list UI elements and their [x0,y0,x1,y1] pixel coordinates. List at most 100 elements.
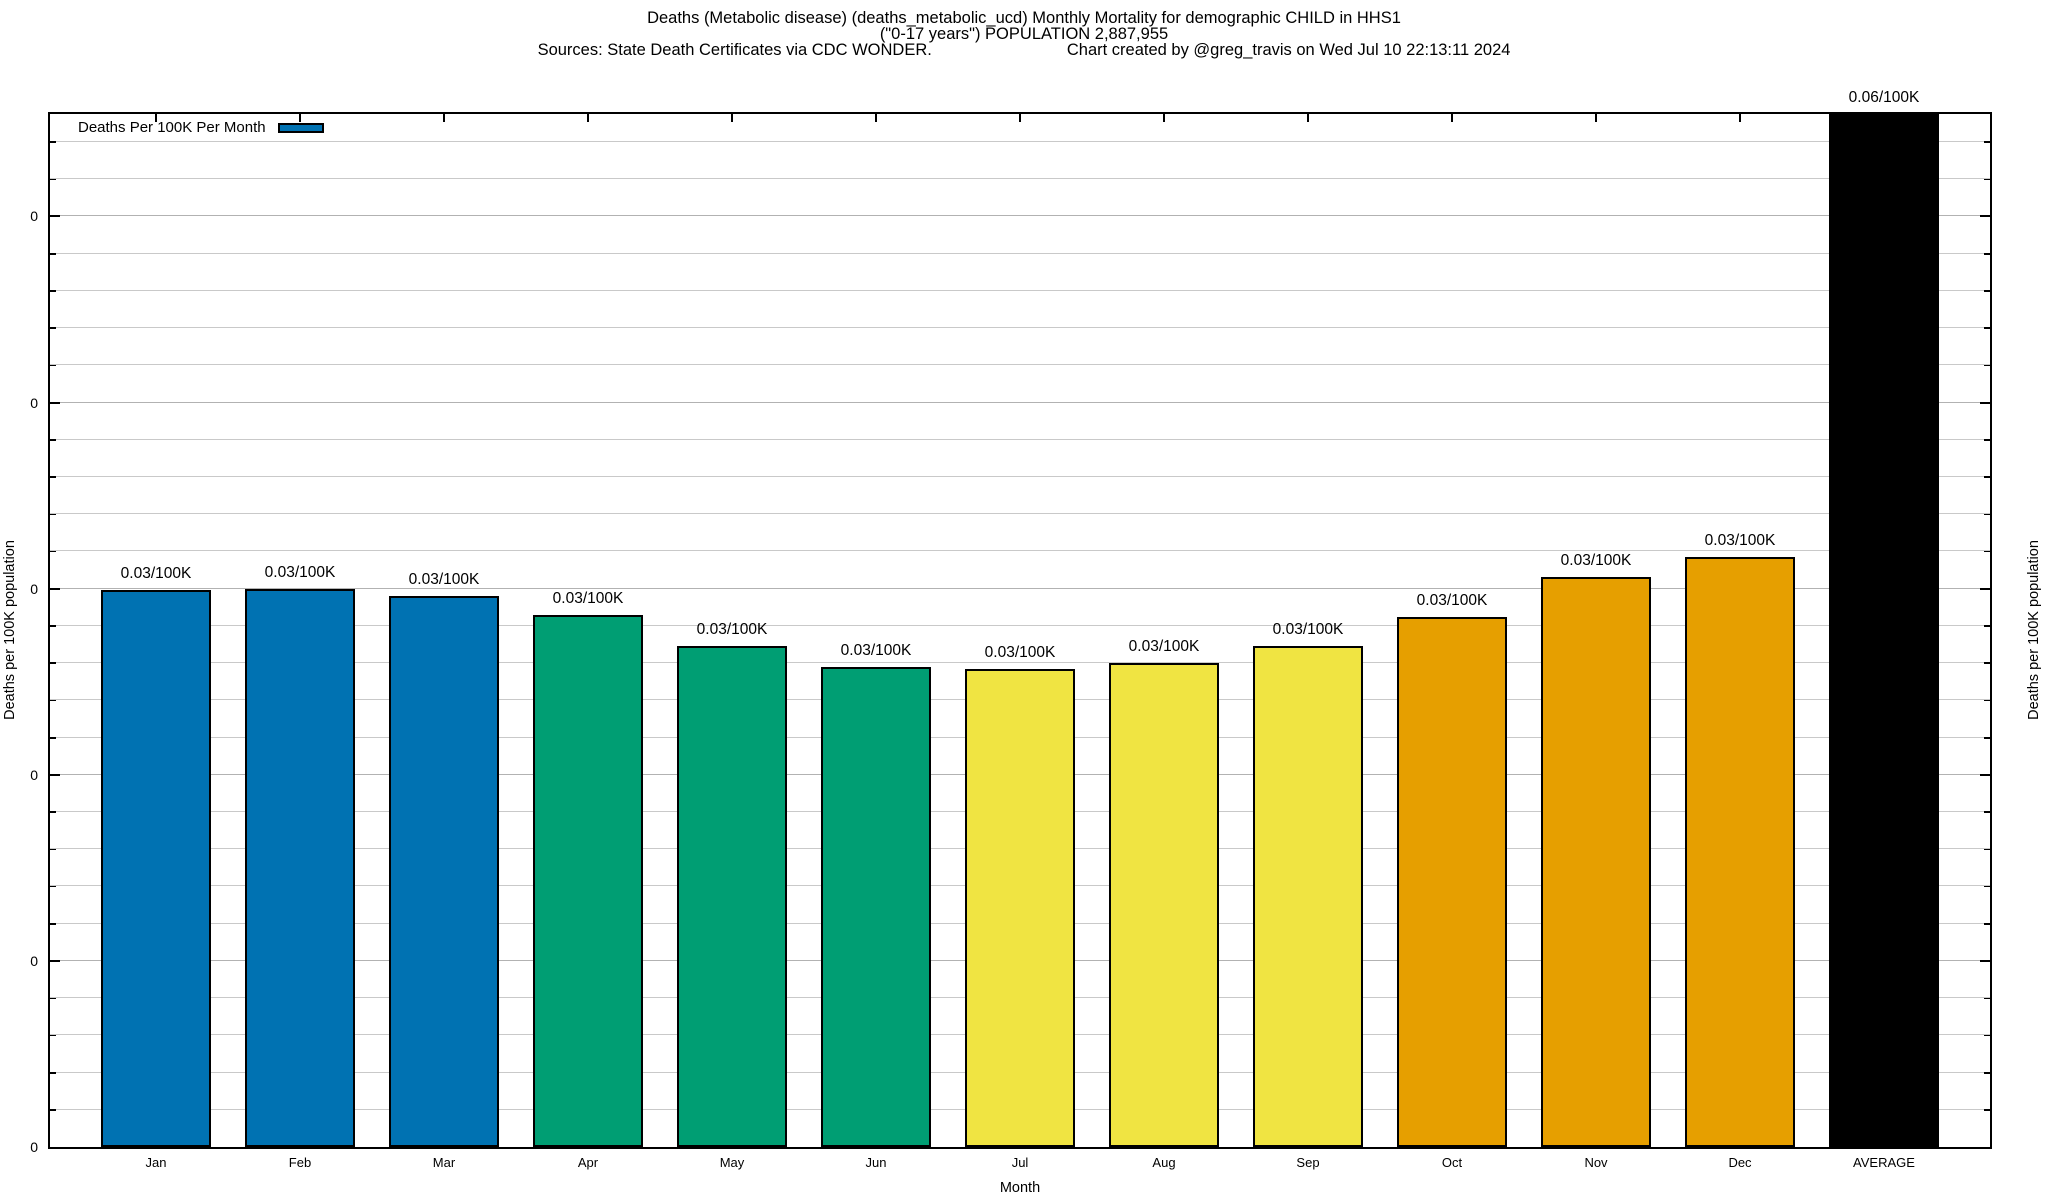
gridline-minor [50,140,1990,142]
x-tick-label: Mar [432,1155,456,1170]
bar-value-label: 0.03/100K [264,563,336,581]
bar-nov [1541,577,1651,1147]
y-tick-right [1984,662,1990,665]
y-tick-left [50,476,56,478]
gridline-minor [50,513,1990,515]
y-tick-right [1984,550,1990,553]
y-tick-right [1984,885,1990,888]
y-tick-left [50,290,56,292]
x-tick-label: Feb [288,1155,312,1170]
bar-dec [1685,556,1795,1147]
bar-value-label: 0.03/100K [696,621,768,639]
bar-value-label: 0.03/100K [1272,621,1344,639]
x-tick-top [731,114,733,122]
bar-oct [1397,616,1507,1147]
x-tick-label: Sep [1296,1155,1320,1170]
y-tick-left [50,587,60,590]
gridline-minor [50,624,1990,626]
y-tick-left [50,923,56,925]
y-tick-left [50,736,56,739]
x-tick-label: May [719,1155,745,1170]
y-tick-right [1980,587,1990,590]
y-tick-label: 0 [30,766,38,783]
y-tick-right [1984,811,1990,813]
y-tick-left [50,625,56,627]
y-tick-right [1984,1034,1990,1037]
x-tick-top [299,114,301,122]
chart-credit: Chart created by @greg_travis on Wed Jul… [1066,41,1511,59]
y-tick-left [50,401,60,404]
y-tick-right [1980,773,1990,776]
chart-title-line3: Sources: State Death Certificates via CD… [0,41,2048,59]
x-tick-top [1595,114,1597,122]
gridline-major [50,587,1990,589]
x-tick-top [875,114,877,122]
y-tick-left [50,178,56,181]
y-tick-right [1984,699,1990,702]
y-tick-left [50,550,56,553]
chart-header: Deaths (Metabolic disease) (deaths_metab… [0,9,2048,59]
legend: Deaths Per 100K Per Month [78,119,324,136]
x-tick-label: Dec [1728,1155,1752,1170]
y-tick-right [1984,1109,1990,1111]
bar-value-label: 0.03/100K [1560,552,1632,570]
chart-sources: Sources: State Death Certificates via CD… [537,41,932,59]
y-tick-right [1984,178,1990,181]
x-tick-top [1163,114,1165,122]
gridline-minor [50,327,1990,329]
bar-value-label: 0.03/100K [120,565,192,583]
legend-swatch-icon [277,122,324,133]
y-tick-left [50,1109,56,1111]
y-tick-label: 0 [30,394,38,411]
y-tick-left [50,327,56,330]
y-tick-left [50,253,56,255]
y-tick-left [50,959,60,962]
gridline-minor [50,178,1990,180]
y-tick-left [50,997,56,1000]
gridline-minor [50,662,1990,664]
bar-value-label: 0.03/100K [840,641,912,659]
y-tick-right [1984,253,1990,255]
x-tick-label: Apr [577,1155,599,1170]
y-tick-label: 0 [30,580,38,597]
bar-value-label: 0.06/100K [1848,89,1920,106]
y-tick-right [1984,141,1990,143]
y-tick-right [1984,476,1990,478]
bar-value-label: 0.03/100K [552,589,624,607]
chart-title-line1: Deaths (Metabolic disease) (deaths_metab… [647,9,1401,27]
bar-value-label: 0.03/100K [408,571,480,589]
x-tick-top [587,114,589,122]
gridline-minor [50,364,1990,366]
y-axis-label-left: Deaths per 100K population [2,540,18,720]
bar-feb [245,588,355,1147]
y-tick-right [1984,290,1990,292]
y-tick-right [1984,997,1990,1000]
y-tick-right [1984,848,1990,851]
bar-jul [965,668,1075,1147]
y-tick-left [50,215,60,218]
y-tick-right [1980,401,1990,404]
x-tick-label: Nov [1584,1155,1608,1170]
gridline-minor [50,252,1990,254]
bar-may [677,646,787,1147]
y-tick-left [50,699,56,702]
y-tick-right [1984,1071,1990,1074]
x-tick-label: Aug [1152,1155,1176,1170]
gridline-minor [50,550,1990,552]
bar-apr [533,614,643,1147]
y-tick-label: 0 [30,952,38,969]
y-tick-label: 0 [30,1139,38,1155]
y-tick-right [1984,513,1990,516]
y-tick-label: 0 [30,208,38,225]
gridline-minor [50,475,1990,477]
legend-label: Deaths Per 100K Per Month [78,119,266,136]
gridline-minor [50,289,1990,291]
bar-sep [1253,646,1363,1147]
y-tick-left [50,513,56,516]
y-tick-right [1980,959,1990,962]
x-tick-top [443,114,445,122]
bar-aug [1109,663,1219,1147]
y-tick-left [50,141,56,143]
y-tick-left [50,1071,56,1074]
y-axis-label-right: Deaths per 100K population [2026,540,2042,720]
